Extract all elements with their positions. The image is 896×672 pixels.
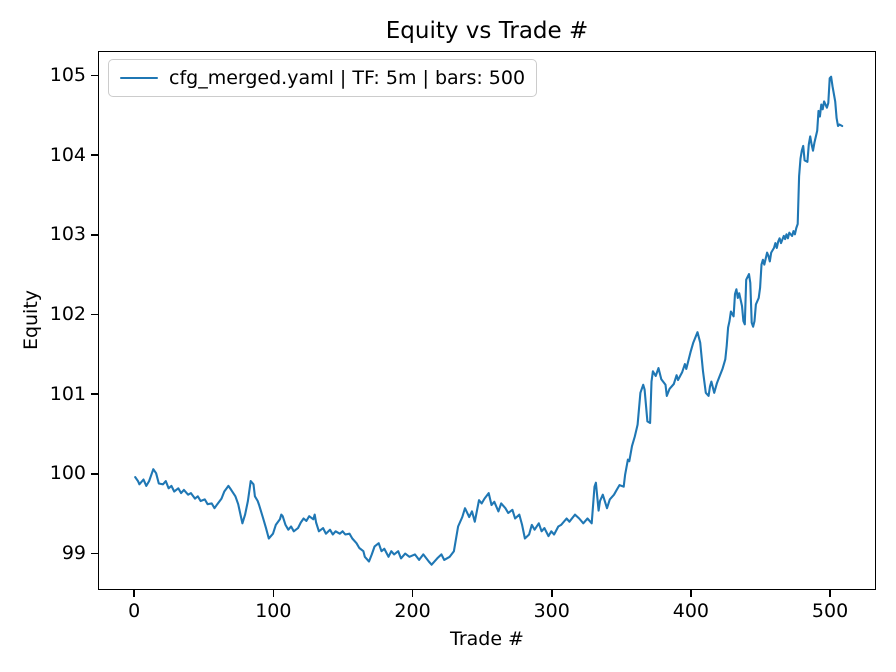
equity-curve-line [134, 75, 844, 566]
y-tick-mark [91, 552, 98, 555]
legend: cfg_merged.yaml | TF: 5m | bars: 500 [108, 59, 538, 97]
y-tick-label: 103 [49, 223, 86, 246]
x-tick-label: 300 [533, 600, 570, 622]
x-axis-label: Trade # [450, 628, 524, 650]
y-tick-mark [91, 234, 98, 236]
y-tick-label: 104 [49, 143, 86, 166]
y-tick-label: 99 [61, 541, 86, 564]
x-tick-label: 500 [811, 600, 849, 622]
y-tick-mark [91, 393, 98, 395]
x-tick-label: 100 [255, 600, 292, 622]
x-tick-mark [829, 590, 831, 597]
y-tick-label: 101 [49, 382, 86, 405]
y-tick-mark [91, 154, 98, 157]
x-tick-mark [411, 590, 414, 597]
legend-label: cfg_merged.yaml | TF: 5m | bars: 500 [169, 67, 526, 89]
x-tick-mark [272, 590, 275, 597]
x-tick-label: 0 [128, 600, 141, 622]
x-tick-mark [690, 590, 692, 597]
y-tick-mark [91, 74, 98, 77]
legend-line-sample-icon [120, 76, 158, 80]
x-tick-mark [133, 590, 135, 597]
y-tick-mark [91, 313, 98, 316]
plot-area: cfg_merged.yaml | TF: 5m | bars: 500 [98, 51, 876, 590]
chart-title: Equity vs Trade # [385, 18, 589, 44]
equity-line-chart [134, 75, 844, 566]
y-tick-label: 100 [49, 462, 86, 485]
y-tick-mark [91, 472, 98, 475]
y-tick-label: 102 [49, 303, 86, 326]
y-tick-label: 105 [49, 64, 86, 87]
x-tick-label: 400 [672, 600, 710, 622]
x-tick-mark [550, 590, 553, 597]
x-tick-label: 200 [394, 600, 431, 622]
